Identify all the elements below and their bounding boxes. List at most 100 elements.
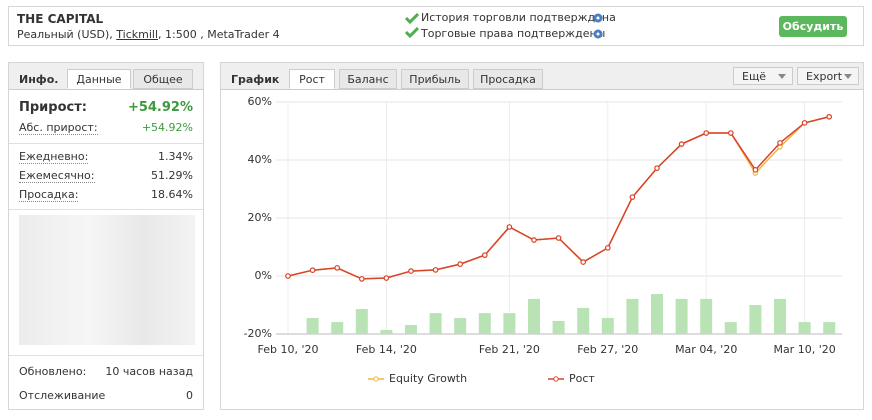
label: Ежедневно: [19,150,89,164]
legend-marker [553,376,559,382]
label: Ежемесячно: [19,169,95,183]
tab[interactable]: Прибыль [401,69,469,89]
tab[interactable]: Просадка [473,69,543,89]
account-title: THE CAPITAL [17,12,104,26]
point [777,140,783,146]
blurred-block [19,215,195,345]
point [678,141,685,147]
bar [478,313,491,334]
bar [675,298,688,334]
tab[interactable]: Данные [67,69,131,89]
bar [651,293,663,334]
value: 0 [186,389,193,402]
line [287,116,830,280]
bar [380,329,393,334]
bar [823,322,836,334]
label: Отслеживание [19,389,106,402]
bar [798,322,811,334]
check-text: Торговые права подтверждены [421,27,606,40]
bar [700,298,713,334]
value: +54.92% [141,121,193,134]
legend-label: Рост [569,372,595,385]
chart-panel-title: График [231,73,280,86]
bar [405,325,417,334]
abs-row: Абс. прирост: +54.92% [19,119,193,137]
footer-row: Отслеживание 0 [19,387,193,405]
tab[interactable]: Рост [289,69,335,89]
value: 1.34% [158,150,193,163]
y-tick-label: 40% [248,153,272,166]
value: 10 часов назад [105,365,193,378]
point [826,113,833,120]
label: Просадка: [19,188,79,202]
bar [577,307,590,334]
label: Прирост: [19,100,87,115]
point [752,167,759,173]
value: 51.29% [151,169,193,182]
bar [774,298,786,334]
point [654,165,660,171]
account-details: , 1:500 , MetaTrader 4 [158,28,280,41]
account-info: Реальный (USD), Tickmill, 1:500 , MetaTr… [17,28,280,41]
export-menu[interactable]: Export [797,67,859,85]
separator [9,355,203,356]
bar [429,313,442,334]
x-tick-label: Feb 10, '20 [258,343,319,356]
point [727,130,734,136]
point [506,224,513,230]
value: 18.64% [151,188,193,201]
legend-marker [373,376,379,382]
x-tick-label: Mar 10, '20 [773,343,835,356]
bar [503,313,516,334]
point [801,120,808,126]
y-tick-label: 0% [255,269,272,282]
point [531,237,537,243]
account-type: Реальный (USD), [17,28,113,41]
separator [9,143,203,144]
bar [601,318,614,334]
label: Обновлено: [19,365,87,378]
bar [724,322,737,334]
point [309,267,316,274]
point [629,194,636,200]
point [408,268,414,274]
stat-row: Ежедневно: 1.34% [19,148,193,166]
broker-link[interactable]: Tickmill [116,28,159,41]
stat-row: Ежемесячно: 51.29% [19,167,193,185]
check-text: История торговли подтверждена [421,11,616,24]
point [481,252,488,258]
legend-label: Equity Growth [389,372,467,385]
x-tick-label: Mar 04, '20 [675,343,737,356]
check-icons [405,12,419,39]
point [604,245,611,251]
sidebar: Инфо. Данные Общее Прирост: +54.92% Абс. … [8,62,204,410]
x-tick-label: Feb 21, '20 [479,343,540,356]
bar [749,305,762,334]
label: Абс. прирост: [19,121,98,135]
footer-row: Обновлено: 10 часов назад [19,363,193,381]
gain-row: Прирост: +54.92% [19,99,193,117]
more-menu[interactable]: Ещё [733,67,793,85]
point [580,259,587,265]
point [555,235,562,241]
stat-row: Просадка: 18.64% [19,186,193,204]
x-tick-label: Feb 27, '20 [577,343,638,356]
value: +54.92% [127,100,193,115]
y-tick-label: 20% [248,211,272,224]
sidebar-title: Инфо. [19,73,59,86]
line [287,116,830,280]
tab[interactable]: Баланс [339,69,397,89]
help-icons[interactable] [593,13,603,43]
tab[interactable]: Общее [133,69,193,89]
point [285,273,291,279]
header: THE CAPITAL Реальный (USD), Tickmill, 1:… [8,6,864,46]
bar [454,318,467,334]
separator [9,209,203,210]
x-tick-label: Feb 14, '20 [356,343,417,356]
y-tick-label: -20% [244,327,272,340]
bar [355,309,368,334]
discuss-button[interactable]: Обсудить [779,16,847,37]
chart-panel: График Рост Баланс Прибыль Просадка Ещё … [220,62,864,410]
